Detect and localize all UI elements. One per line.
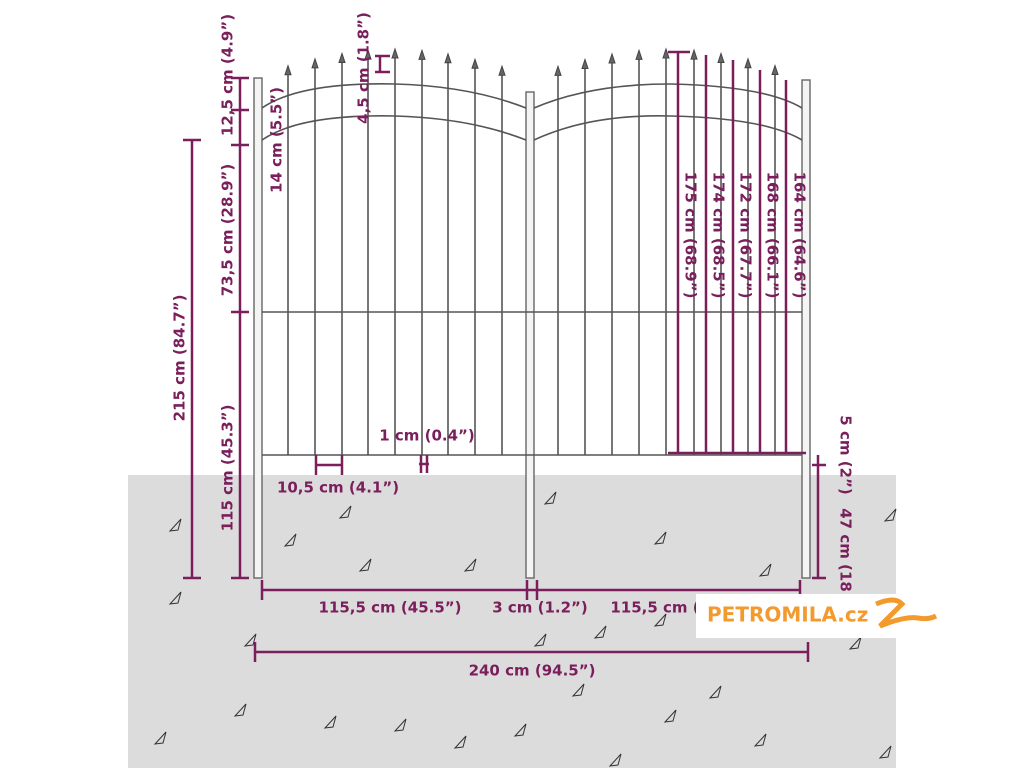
dimension-label: 174 cm (68.5”) <box>710 172 728 299</box>
pebble <box>283 533 297 547</box>
spear <box>391 47 399 59</box>
logo-swoosh <box>875 597 938 629</box>
spear <box>717 51 725 63</box>
dimension-label: 47 cm (18 <box>837 508 855 592</box>
spear <box>608 52 616 64</box>
pebble <box>653 613 667 627</box>
dimension-label: 10,5 cm (4.1”) <box>277 479 399 497</box>
spear <box>554 64 562 76</box>
fence <box>253 47 811 579</box>
spear <box>444 52 452 64</box>
spear <box>690 48 698 60</box>
dimension-label: 240 cm (94.5”) <box>469 662 596 680</box>
pebble <box>663 709 677 723</box>
dimension-label: 175 cm (68.9”) <box>682 172 700 299</box>
spear <box>418 48 426 60</box>
spear <box>498 64 506 76</box>
logo-text: PETROMILA.cz <box>707 603 868 627</box>
rail <box>261 83 527 109</box>
rail <box>533 115 803 141</box>
spear <box>744 57 752 69</box>
pebble <box>848 636 862 650</box>
dimension-label: 5 cm (2”) <box>837 415 855 494</box>
logo: PETROMILA.cz <box>696 594 938 638</box>
dimension-label: 172 cm (67.7”) <box>737 172 755 299</box>
pebble <box>571 683 585 697</box>
pebble <box>168 591 182 605</box>
spear <box>311 57 319 69</box>
pebble <box>753 733 767 747</box>
dimension-label: 115 cm (45.3”) <box>219 405 237 532</box>
dimension-label: 3 cm (1.2”) <box>492 599 588 617</box>
rail <box>533 83 803 109</box>
dimension-label: 115,5 cm (45.5”) <box>319 599 462 617</box>
pebble <box>608 753 622 767</box>
pebble <box>653 531 667 545</box>
dimension-label: 12,5 cm (4.9”) <box>219 14 237 136</box>
spear <box>471 57 479 69</box>
post <box>253 77 263 579</box>
pebble <box>233 703 247 717</box>
pebble <box>533 633 547 647</box>
spear <box>662 47 670 59</box>
pebble <box>513 723 527 737</box>
pebble <box>758 563 772 577</box>
pebble <box>708 685 722 699</box>
pebble <box>883 508 897 522</box>
dimension-label: 73,5 cm (28.9”) <box>219 164 237 297</box>
pebble <box>463 558 477 572</box>
pebble <box>323 715 337 729</box>
post <box>525 91 535 579</box>
spear <box>771 63 779 76</box>
dimension-label: 164 cm (64.6”) <box>791 172 809 299</box>
pebble <box>168 518 182 532</box>
rail <box>261 115 527 141</box>
pebble <box>453 735 467 749</box>
dimension-label: 115,5 cm ( <box>610 599 699 617</box>
dimension-lines <box>183 50 826 662</box>
pebble <box>393 718 407 732</box>
pebble <box>243 633 257 647</box>
pebble <box>593 625 607 639</box>
labels: 12,5 cm (4.9”) 14 cm (5.5”) 4,5 cm (1.8”… <box>171 12 855 679</box>
pebble <box>338 505 352 519</box>
spear <box>364 48 372 60</box>
dimension-label: 168 cm (66.1”) <box>764 172 782 299</box>
ground-pebbles <box>153 491 897 767</box>
spear <box>635 48 643 60</box>
spear <box>284 64 292 76</box>
dimension-label: 215 cm (84.7”) <box>171 295 189 422</box>
dimension-label: 4,5 cm (1.8”) <box>355 12 373 124</box>
spear <box>581 57 589 69</box>
pebble <box>358 558 372 572</box>
post <box>801 79 811 579</box>
pebble <box>543 491 557 505</box>
spear <box>338 51 346 63</box>
pebble <box>878 745 892 759</box>
dimension-label: 14 cm (5.5”) <box>268 87 286 193</box>
dimension-label: 1 cm (0.4”) <box>379 427 475 445</box>
pebble <box>153 731 167 745</box>
